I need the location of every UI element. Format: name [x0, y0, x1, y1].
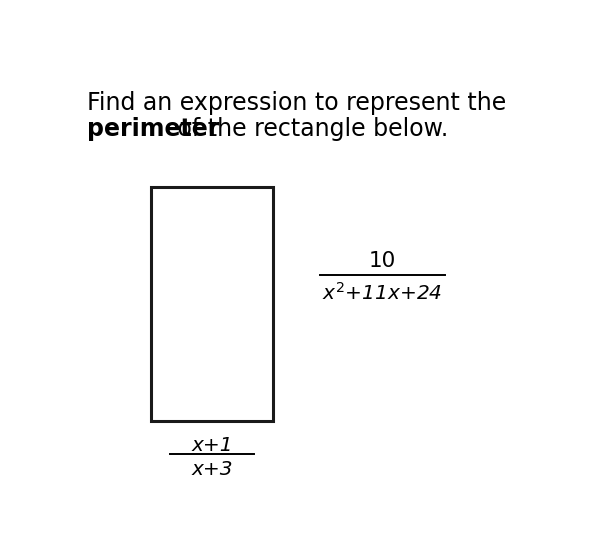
Text: of the rectangle below.: of the rectangle below. — [170, 117, 448, 141]
Text: 10: 10 — [369, 251, 396, 271]
Text: x+3: x+3 — [192, 460, 233, 478]
Bar — [151, 187, 273, 421]
Text: x+1: x+1 — [192, 436, 233, 455]
Text: perimeter: perimeter — [86, 117, 219, 141]
Text: $x^2$+11$x$+24: $x^2$+11$x$+24 — [322, 282, 443, 304]
Text: Find an expression to represent the: Find an expression to represent the — [86, 91, 506, 115]
